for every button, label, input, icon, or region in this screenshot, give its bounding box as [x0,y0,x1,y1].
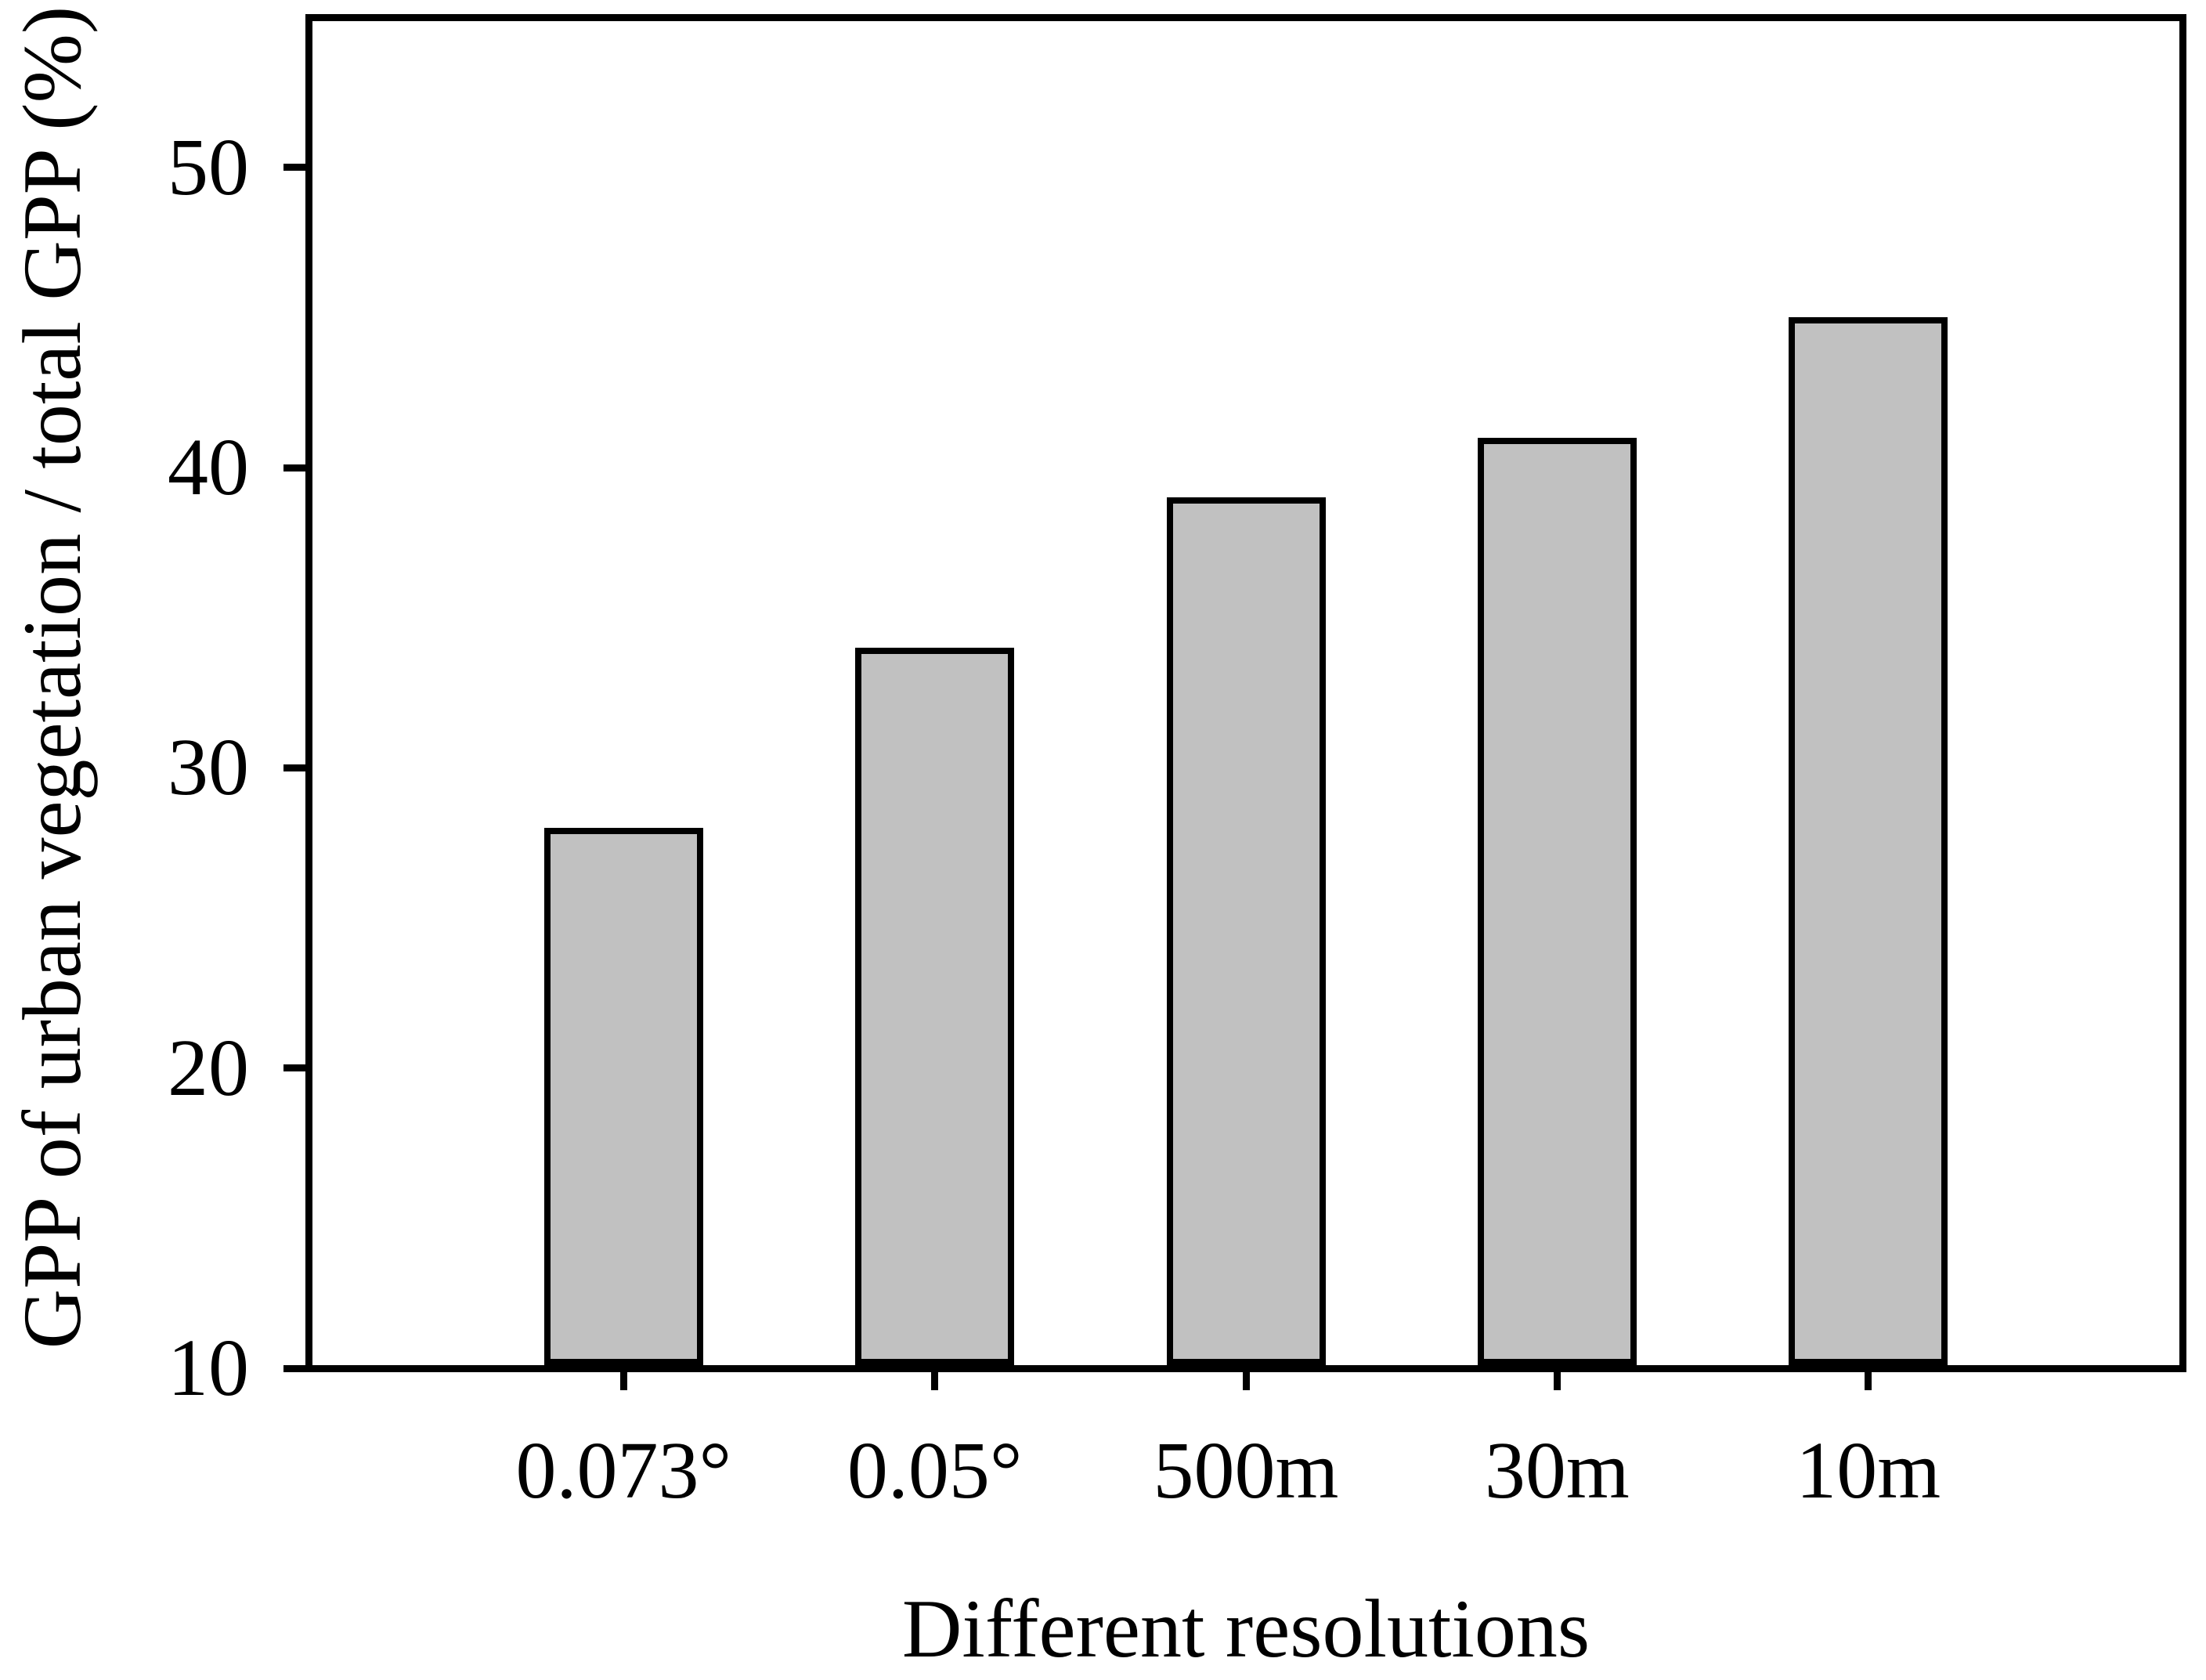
y-tick-label: 50 [168,121,249,212]
bar-10m [1789,317,1948,1365]
x-tick-mark [619,1368,627,1390]
y-tick-mark [283,1064,306,1072]
y-tick-mark [283,164,306,172]
x-axis-title: Different resolutions [901,1583,1590,1675]
y-tick-mark [283,764,306,771]
x-tick-label: 0.05° [847,1425,1023,1516]
y-tick-label: 20 [168,1022,249,1113]
x-tick-mark [1553,1368,1561,1390]
y-tick-mark [283,464,306,471]
bar-500m [1166,497,1326,1365]
y-tick-mark [283,1364,306,1372]
x-tick-label: 500m [1153,1425,1339,1516]
y-tick-label: 40 [168,422,249,512]
x-tick-mark [931,1368,939,1390]
plot-area [312,21,2179,1365]
x-tick-mark [1242,1368,1250,1390]
x-tick-mark [1865,1368,1872,1390]
y-tick-label: 30 [168,722,249,813]
x-tick-label: 0.073° [515,1425,732,1516]
bar-30m [1477,437,1637,1365]
x-tick-label: 30m [1484,1425,1630,1516]
x-tick-label: 10m [1796,1425,1941,1516]
bar-0.073° [543,828,703,1365]
y-tick-label: 10 [168,1323,249,1413]
bar-0.05° [855,648,1015,1365]
